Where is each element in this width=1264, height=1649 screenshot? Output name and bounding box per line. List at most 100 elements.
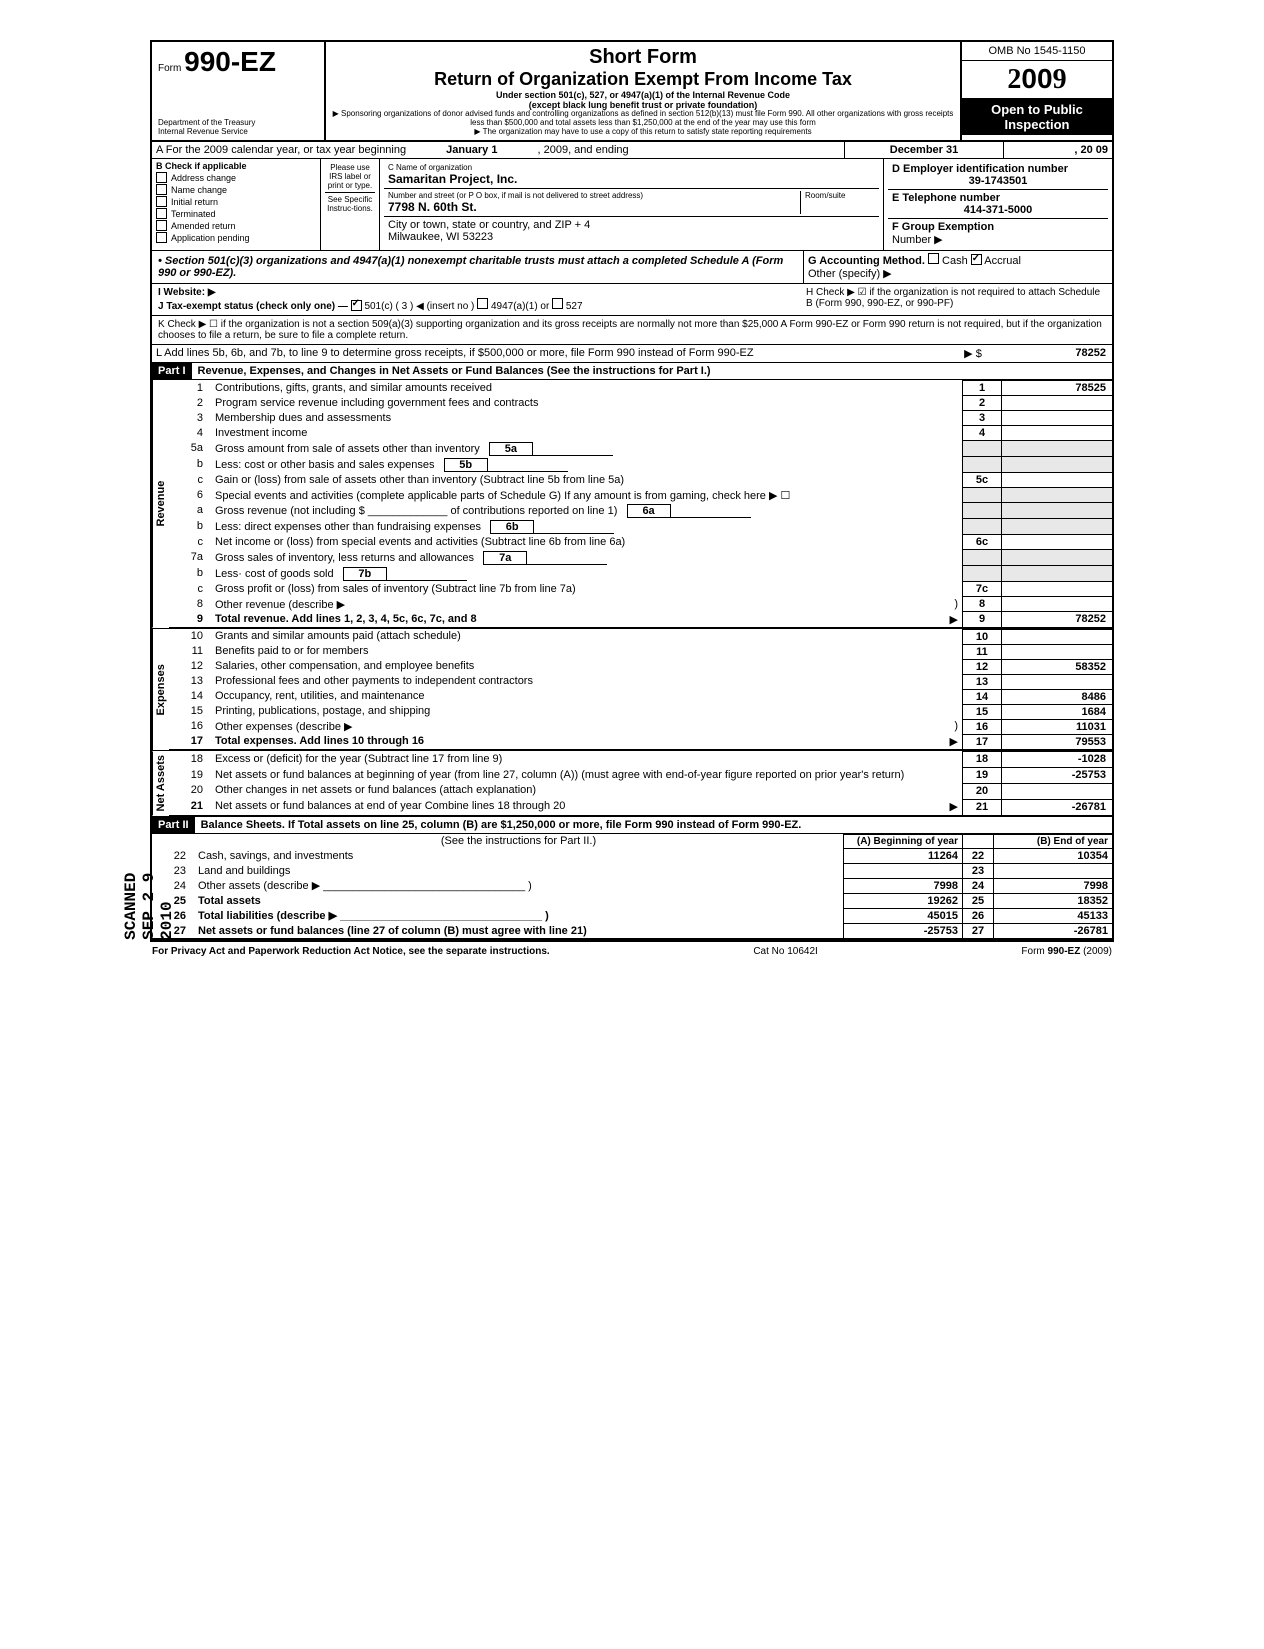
section-b: B Check if applicable Address change Nam… [152,159,321,250]
line-2: 2Program service revenue including gover… [169,396,1112,411]
cb-application-pending[interactable]: Application pending [156,232,316,243]
line-26: 26Total liabilities (describe ▶ ________… [152,908,1112,923]
l-arrow: ▶ $ [944,345,1002,362]
tax-year: 2009 [962,61,1112,99]
form-header: Form 990-EZ Department of the Treasury I… [152,42,1112,142]
j-label: J Tax-exempt status (check only one) — [158,301,348,312]
line-16: 16Other expenses (describe ▶)1611031 [169,719,1112,734]
line-18: 18Excess or (deficit) for the year (Subt… [169,752,1112,768]
cb-initial-return[interactable]: Initial return [156,196,316,207]
revenue-table: 1Contributions, gifts, grants, and simil… [169,380,1112,628]
line-27: 27Net assets or fund balances (line 27 o… [152,923,1112,939]
form-990ez: SCANNED SEP 2 9 2010 Form 990-EZ Departm… [150,40,1114,942]
section-c: C Name of organization Samaritan Project… [380,159,883,250]
line-9: 9Total revenue. Add lines 1, 2, 3, 4, 5c… [169,612,1112,628]
line-4: 4Investment income4 [169,426,1112,441]
org-name: Samaritan Project, Inc. [388,172,875,186]
expenses-section: Expenses 10Grants and similar amounts pa… [152,629,1112,752]
use-irs-label: Please use IRS label or print or type. [325,161,375,193]
line-6a: aGross revenue (not including $ ________… [169,503,1112,519]
group-exemption-num: Number ▶ [892,233,1104,246]
bal-header: (See the instructions for Part II.) (A) … [152,834,1112,848]
cb-527[interactable] [552,298,563,309]
line-7b: bLess· cost of goods sold 7b [169,566,1112,582]
street: 7798 N. 60th St. [388,200,800,214]
cb-address-change[interactable]: Address change [156,172,316,183]
tel-label: E Telephone number [892,192,1104,204]
part2-header: Part II Balance Sheets. If Total assets … [152,817,1112,834]
line-20: 20Other changes in net assets or fund ba… [169,783,1112,799]
cash-label: Cash [942,255,968,267]
section-j: J Tax-exempt status (check only one) — 5… [158,298,806,312]
room-label: Room/suite [805,191,875,200]
ein-label: D Employer identification number [892,163,1104,175]
col-a-header: (A) Beginning of year [844,834,963,848]
open-line2: Inspection [965,117,1109,132]
section-l: L Add lines 5b, 6b, and 7b, to line 9 to… [152,345,1112,363]
b-label: B Check if applicable [156,161,316,171]
part1-header: Part I Revenue, Expenses, and Changes in… [152,363,1112,380]
part1-label: Part I [152,363,192,379]
open-line1: Open to Public [965,102,1109,117]
row-501-g: • Section 501(c)(3) organizations and 49… [152,251,1112,284]
netassets-section: Net Assets 18Excess or (deficit) for the… [152,751,1112,816]
cb-accrual[interactable] [971,254,982,265]
open-public: Open to Public Inspection [962,99,1112,135]
col-b-header: (B) End of year [994,834,1113,848]
cb-cash[interactable] [928,253,939,264]
period-mid: , 2009, and ending [537,144,628,156]
revenue-section: Revenue 1Contributions, gifts, grants, a… [152,380,1112,629]
title-shortform: Short Form [332,46,954,69]
netassets-table: 18Excess or (deficit) for the year (Subt… [169,751,1112,815]
omb-number: OMB No 1545-1150 [962,42,1112,61]
see-instr: See Specific Instruc-tions. [325,193,375,215]
part2-title: Balance Sheets. If Total assets on line … [195,817,1112,833]
line-19: 19Net assets or fund balances at beginni… [169,768,1112,784]
period-end: December 31 [844,142,1003,158]
cb-4947[interactable] [477,298,488,309]
cb-name-change[interactable]: Name change [156,184,316,195]
cb-501c[interactable] [351,300,362,311]
section-501-note: • Section 501(c)(3) organizations and 49… [152,251,803,283]
line-5b: bLess: cost or other basis and sales exp… [169,457,1112,473]
period-row: A For the 2009 calendar year, or tax yea… [152,142,1112,159]
line-5a: 5aGross amount from sale of assets other… [169,441,1112,457]
city: Milwaukee, WI 53223 [388,231,875,243]
form-prefix: Form [158,63,181,74]
scanned-stamp: SCANNED SEP 2 9 2010 [122,862,176,940]
line-15: 15Printing, publications, postage, and s… [169,704,1112,719]
cb-terminated[interactable]: Terminated [156,208,316,219]
form-number: Form 990-EZ [158,46,318,78]
org-name-label: C Name of organization [388,163,875,172]
section-k: K Check ▶ ☐ if the organization is not a… [152,316,1112,345]
j-4947: 4947(a)(1) or [491,301,549,312]
line-5c: cGain or (loss) from sale of assets othe… [169,473,1112,488]
footer-formid: Form 990-EZ (2009) [1021,946,1112,957]
line-21: 21Net assets or fund balances at end of … [169,799,1112,815]
line-23: 23Land and buildings23 [152,863,1112,878]
revenue-label: Revenue [152,380,169,628]
line-7c: cGross profit or (loss) from sales of in… [169,582,1112,597]
instr-col: Please use IRS label or print or type. S… [321,159,380,250]
note-sponsoring: ▶ Sponsoring organizations of donor advi… [332,110,954,128]
expenses-table: 10Grants and similar amounts paid (attac… [169,629,1112,751]
line-6c: cNet income or (loss) from special event… [169,535,1112,550]
cb-amended[interactable]: Amended return [156,220,316,231]
section-def: D Employer identification number 39-1743… [883,159,1112,250]
j-527: 527 [566,301,583,312]
line-3: 3Membership dues and assessments3 [169,411,1112,426]
line-8: 8Other revenue (describe ▶)8 [169,597,1112,612]
dept-irs: Internal Revenue Service [158,128,318,137]
expenses-label: Expenses [152,629,169,751]
dept-block: Department of the Treasury Internal Reve… [158,119,318,137]
line-7a: 7aGross sales of inventory, less returns… [169,550,1112,566]
section-h: H Check ▶ ☑ if the organization is not r… [806,287,1106,312]
period-begin: January 1 [446,144,497,156]
line-6: 6Special events and activities (complete… [169,488,1112,503]
city-label: City or town, state or country, and ZIP … [388,219,875,231]
period-label: A For the 2009 calendar year, or tax yea… [156,144,406,156]
l-amount: 78252 [1002,345,1112,362]
line-10: 10Grants and similar amounts paid (attac… [169,629,1112,644]
street-label: Number and street (or P O box, if mail i… [388,191,800,200]
line-22: 22Cash, savings, and investments11264221… [152,848,1112,863]
